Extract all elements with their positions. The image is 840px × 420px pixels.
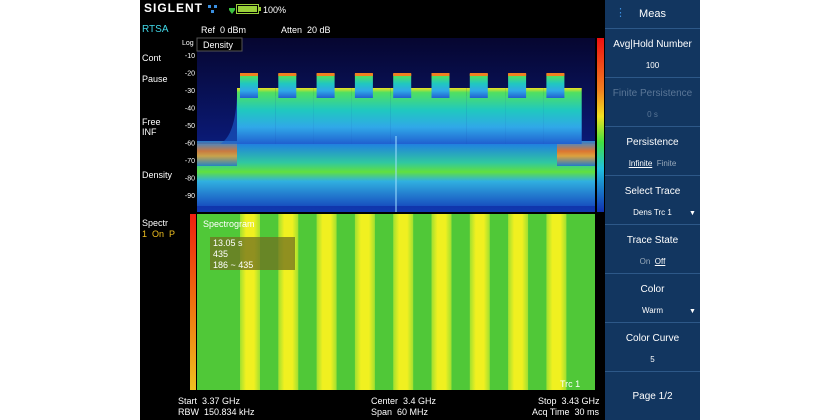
signal-peak-top <box>431 73 450 76</box>
signal-peak-top <box>393 73 412 76</box>
menu-value: 100 <box>645 61 660 70</box>
signal-peak <box>278 74 297 98</box>
trigger-value: INF <box>142 127 157 137</box>
menu-label: Page 1/2 <box>632 391 673 402</box>
menu-label: Persistence <box>626 137 679 148</box>
marker-range: 186 ~ 435 <box>213 260 253 270</box>
pause: Pause <box>142 74 168 84</box>
menu-label: Finite Persistence <box>612 88 693 99</box>
menu-item[interactable]: Persistence Infinite Finite <box>605 126 700 175</box>
mode: RTSA <box>142 24 169 35</box>
menu-dots: ⋮ <box>615 7 626 19</box>
option-selected[interactable]: Infinite <box>628 159 653 168</box>
density-label: Density <box>142 170 173 180</box>
signal-peak-top <box>508 73 527 76</box>
brand: SIGLENT <box>144 1 204 15</box>
menu-item[interactable]: Trace State On Off <box>605 224 700 273</box>
option[interactable]: On <box>639 257 651 266</box>
y-axis-label: -60 <box>185 141 195 148</box>
menu-value: 0 s <box>647 110 658 119</box>
menu-item[interactable]: Color Warm ▼ <box>605 273 700 322</box>
menu-value: Warm <box>641 306 664 315</box>
signal-peak <box>508 74 527 98</box>
y-axis-label: -10 <box>185 53 195 60</box>
trigger: Free <box>142 117 161 127</box>
menu-item: Finite Persistence 0 s <box>605 77 700 126</box>
signal-peak-top <box>354 73 373 76</box>
menu-label: Avg|Hold Number <box>613 39 692 50</box>
signal-peak <box>240 74 258 98</box>
menu-label: Color <box>640 284 665 295</box>
battery-level: 100% <box>263 5 287 15</box>
spectrogram-label: Spectr <box>142 218 169 228</box>
signal-peak-top <box>278 73 297 76</box>
signal-peak <box>354 74 373 98</box>
analyzer-screen: SIGLENT 100% RTSA Cont Pause Free INF De… <box>140 0 700 420</box>
spectrogram-title: Spectrogram <box>203 219 255 229</box>
signal-peak-top <box>546 73 565 76</box>
stop-freq: Stop 3.43 GHz <box>538 396 600 406</box>
menu-label: Color Curve <box>625 333 680 344</box>
y-axis-label: -50 <box>185 123 195 130</box>
y-axis-label: -90 <box>185 193 195 200</box>
dropdown-arrow: ▼ <box>689 308 696 315</box>
density-title: Density <box>203 40 234 50</box>
density-plot: Density Log -10 -20 -30 -40 -50 -60 -70 -80 -90 <box>182 37 604 212</box>
y-axis-label: -70 <box>185 158 195 165</box>
center-freq: Center 3.4 GHz <box>371 396 437 406</box>
span: Span 60 MHz <box>371 407 429 417</box>
soft-menu: ⋮ Meas Avg|Hold Number 100 Finite Persist… <box>605 0 700 420</box>
scale-type: Log <box>182 40 194 47</box>
spectrogram-stripe <box>546 214 567 390</box>
menu-item[interactable]: Select Trace Dens Trc 1 ▼ <box>605 175 700 224</box>
signal-peak-top <box>316 73 335 76</box>
signal-peak <box>546 74 565 98</box>
option-selected[interactable]: Off <box>654 257 666 266</box>
marker-value: 435 <box>213 249 228 259</box>
y-axis-label: -30 <box>185 88 195 95</box>
y-axis-label: -40 <box>185 106 195 113</box>
dropdown-arrow: ▼ <box>689 210 696 217</box>
menu-label: Select Trace <box>624 186 681 197</box>
menu-value: Dens Trc 1 <box>633 208 672 217</box>
y-axis-label: -80 <box>185 176 195 183</box>
sweep: Cont <box>142 53 162 63</box>
y-axis-label: -20 <box>185 71 195 78</box>
signal-peak <box>393 74 412 98</box>
spectrogram-state: 1 On P <box>142 229 176 239</box>
menu-value: 5 <box>650 355 655 364</box>
menu-item[interactable]: Avg|Hold Number 100 <box>605 28 700 77</box>
rbw: RBW 150.834 kHz <box>178 407 255 417</box>
signal-peak-top <box>469 73 488 76</box>
signal-peak-top <box>240 73 258 76</box>
signal-peak <box>431 74 450 98</box>
start-freq: Start 3.37 GHz <box>178 396 241 406</box>
marker-time: 13.05 s <box>213 238 243 248</box>
menu-label: Trace State <box>626 235 679 246</box>
signal-peak <box>316 74 335 98</box>
spectrogram-stripe <box>316 214 337 390</box>
battery-icon <box>236 4 261 14</box>
status-icons <box>208 4 235 14</box>
signal-peak <box>469 74 488 98</box>
menu-title: Meas <box>639 8 666 20</box>
option[interactable]: Finite <box>656 159 677 168</box>
spectrogram: Spectrogram 13.05 s 435 186 ~ 435 Trc 1 <box>190 214 595 390</box>
trace-label: Trc 1 <box>560 379 580 389</box>
acq-time: Acq Time 30 ms <box>532 407 600 417</box>
spectrogram-stripe <box>469 214 490 390</box>
spectrogram-stripe <box>393 214 414 390</box>
menu-item[interactable]: Page 1/2 <box>605 371 700 420</box>
menu-item[interactable]: Color Curve 5 <box>605 322 700 371</box>
spectrogram-stripe <box>508 214 529 390</box>
ref-level: Ref 0 dBm <box>201 25 247 35</box>
spectrogram-stripe <box>354 214 375 390</box>
attenuation: Atten 20 dB <box>281 25 331 35</box>
spectrogram-stripe <box>431 214 452 390</box>
